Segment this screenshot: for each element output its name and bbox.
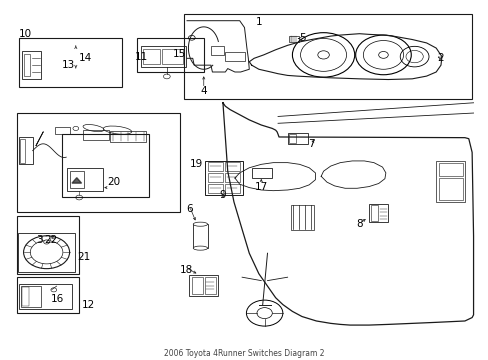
Bar [435,161,464,202]
Circle shape [43,240,49,244]
Text: 12: 12 [82,300,95,310]
Bar [288,36,299,42]
Bar [55,127,69,134]
Bar [17,277,79,313]
Bar [70,171,84,188]
Bar [208,173,223,182]
Text: 5: 5 [298,33,305,43]
Bar [438,163,462,176]
Bar [17,216,79,274]
Bar [183,14,471,99]
Bar [224,173,239,182]
Text: 10: 10 [19,30,32,39]
Bar [438,178,462,200]
Bar [208,162,223,171]
Bar [287,133,307,144]
Bar [21,286,41,307]
Circle shape [317,51,328,59]
Text: 2: 2 [437,53,444,63]
Bar [67,168,103,191]
Bar [225,52,244,61]
Text: 21: 21 [77,252,90,262]
Text: 19: 19 [189,159,203,169]
Bar [21,51,41,79]
Text: 14: 14 [79,53,92,63]
Bar [17,113,180,212]
Ellipse shape [193,222,207,226]
Bar [143,49,160,64]
Bar [19,284,72,309]
Text: 20: 20 [107,177,121,187]
Bar [62,134,148,197]
Bar [18,233,75,272]
Text: 2006 Toyota 4Runner Switches Diagram 2: 2006 Toyota 4Runner Switches Diagram 2 [164,349,324,358]
Text: 9: 9 [219,190,226,200]
Text: 7: 7 [307,139,314,149]
Text: 18: 18 [179,265,192,275]
Bar [204,277,215,294]
Text: 3: 3 [36,235,42,244]
Text: 17: 17 [254,181,267,192]
Bar [370,205,377,221]
Bar [19,38,122,87]
Bar [20,139,25,163]
Bar [22,287,29,306]
Text: 22: 22 [44,235,57,244]
Bar [224,162,239,171]
Bar [368,204,387,222]
Bar [191,277,203,294]
Bar [288,134,296,143]
Bar [23,54,30,76]
Bar [193,224,207,248]
Bar [290,205,313,230]
Text: 16: 16 [51,294,64,305]
Bar [19,137,33,165]
Bar [137,38,203,72]
Bar [189,275,218,296]
Bar [162,49,183,64]
Text: 6: 6 [186,204,192,214]
Bar [110,131,146,142]
Bar [210,46,224,55]
Text: 1: 1 [255,17,262,27]
Bar [205,161,242,195]
Bar [208,184,223,193]
Text: 13: 13 [61,60,75,70]
Text: 8: 8 [355,219,362,229]
Text: 15: 15 [173,49,186,59]
Bar [251,168,271,178]
Ellipse shape [193,246,207,250]
Text: 11: 11 [135,51,148,62]
Bar [224,184,239,193]
Circle shape [378,51,387,58]
Polygon shape [72,178,81,183]
Text: 4: 4 [200,86,206,96]
Bar [140,46,185,67]
Bar [83,130,109,140]
